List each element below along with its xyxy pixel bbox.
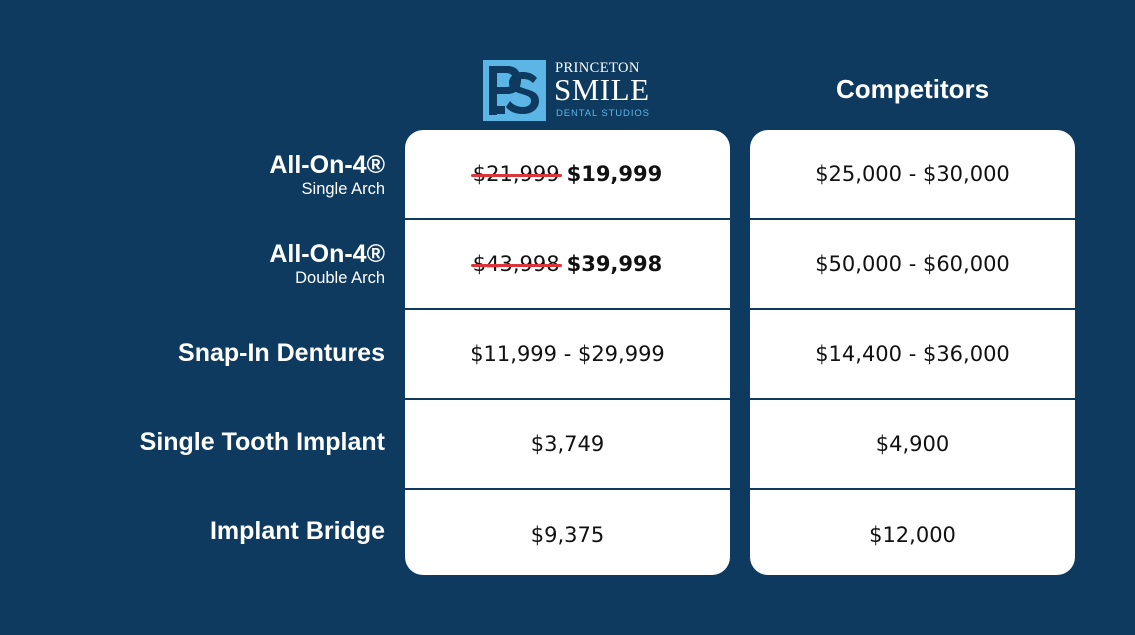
row-label-main: All-On-4® xyxy=(269,150,385,179)
new-price: $19,999 xyxy=(566,162,663,186)
ps-monogram-icon xyxy=(483,60,546,121)
price-value: $50,000 - $60,000 xyxy=(815,252,1010,276)
row-labels: All-On-4® Single Arch All-On-4® Double A… xyxy=(0,130,385,575)
ps-price-cell: $9,375 xyxy=(405,490,730,575)
price-value: $25,000 - $30,000 xyxy=(815,162,1010,186)
competitor-price-cell: $4,900 xyxy=(750,400,1075,490)
row-label-main: Implant Bridge xyxy=(209,516,385,545)
price-value: $11,999 - $29,999 xyxy=(470,342,665,366)
row-label-all-on-4-single: All-On-4® Single Arch xyxy=(0,130,385,219)
ps-price-cell: $43,998 $39,998 xyxy=(405,220,730,310)
competitor-price-cell: $12,000 xyxy=(750,490,1075,575)
old-price-strikethrough: $21,999 xyxy=(470,162,562,186)
princeton-smile-price-card: $21,999 $19,999 $43,998 $39,998 $11,999 … xyxy=(405,130,730,575)
competitor-price-cell: $50,000 - $60,000 xyxy=(750,220,1075,310)
price-value: $3,749 xyxy=(530,432,605,456)
old-price-strikethrough: $43,998 xyxy=(470,252,562,276)
competitors-header: Competitors xyxy=(835,74,990,104)
row-label-single-tooth-implant: Single Tooth Implant xyxy=(0,397,385,486)
logo-text-princeton: PRINCETON xyxy=(555,60,640,76)
price-value: $4,900 xyxy=(875,432,950,456)
price-value: $12,000 xyxy=(869,522,956,547)
princeton-smile-logo: PRINCETON SMILE DENTAL STUDIOS xyxy=(483,58,663,122)
row-label-main: Snap-In Dentures xyxy=(178,338,385,367)
row-label-snap-in-dentures: Snap-In Dentures xyxy=(0,308,385,397)
row-label-sub: Double Arch xyxy=(295,268,385,287)
row-label-main: All-On-4® xyxy=(269,239,385,268)
price-value: $9,375 xyxy=(530,522,605,547)
competitor-price-cell: $25,000 - $30,000 xyxy=(750,130,1075,220)
logo-text-smile: SMILE xyxy=(554,72,650,107)
row-label-main: Single Tooth Implant xyxy=(139,427,385,456)
competitors-price-card: $25,000 - $30,000 $50,000 - $60,000 $14,… xyxy=(750,130,1075,575)
price-value: $14,400 - $36,000 xyxy=(815,342,1010,366)
ps-price-cell: $3,749 xyxy=(405,400,730,490)
row-label-all-on-4-double: All-On-4® Double Arch xyxy=(0,219,385,308)
row-label-implant-bridge: Implant Bridge xyxy=(0,486,385,575)
competitor-price-cell: $14,400 - $36,000 xyxy=(750,310,1075,400)
new-price: $39,998 xyxy=(566,252,663,276)
row-label-sub: Single Arch xyxy=(301,179,385,198)
ps-price-cell: $21,999 $19,999 xyxy=(405,130,730,220)
logo-text-dental-studios: DENTAL STUDIOS xyxy=(556,108,650,119)
ps-price-cell: $11,999 - $29,999 xyxy=(405,310,730,400)
